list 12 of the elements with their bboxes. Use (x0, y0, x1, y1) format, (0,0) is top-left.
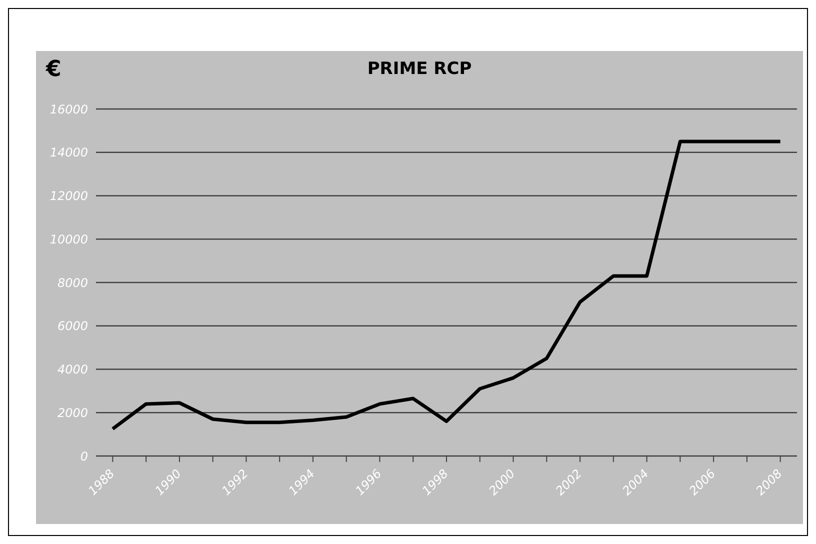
y-tick-label: 6000 (57, 319, 88, 334)
y-tick-label: 16000 (50, 102, 88, 116)
y-tick-label: 10000 (50, 232, 88, 246)
y-tick-label: 4000 (57, 362, 88, 377)
line-series (110, 140, 782, 431)
y-tick-label: 12000 (50, 189, 88, 204)
y-tick-label: 14000 (50, 146, 88, 160)
y-tick-label: 2000 (57, 406, 88, 420)
y-axis-title: € (46, 57, 62, 82)
chart-title: PRIME RCP (367, 59, 472, 79)
y-tick-label: 0 (80, 449, 88, 464)
y-tick-label: 8000 (57, 276, 88, 290)
